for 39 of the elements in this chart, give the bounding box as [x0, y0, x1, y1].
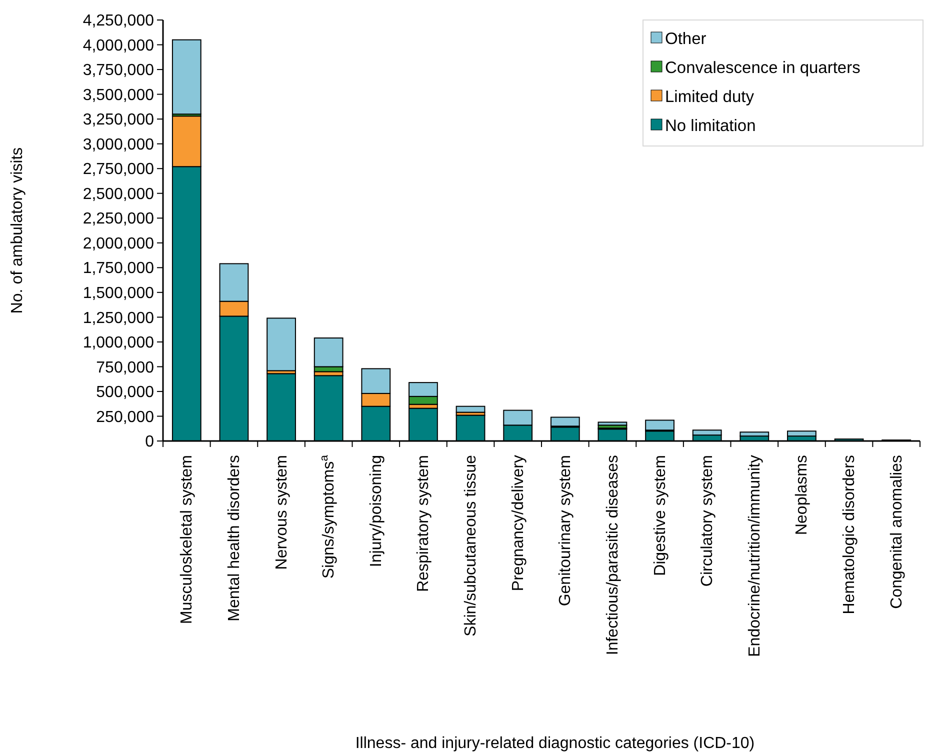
- y-tick-label: 3,500,000: [82, 86, 154, 104]
- y-tick-label: 3,750,000: [82, 62, 154, 80]
- x-tick-label: Hematologic disorders: [841, 455, 858, 614]
- y-tick-label: 2,000,000: [82, 235, 154, 252]
- y-tick-label: 2,250,000: [82, 210, 154, 228]
- y-tick-label: 3,250,000: [82, 112, 154, 129]
- y-tick-label: 1,250,000: [82, 310, 154, 327]
- x-tick-label: Genitourinary system: [557, 455, 574, 606]
- y-tick-label: 250,000: [96, 408, 154, 426]
- y-tick-label: 4,000,000: [82, 37, 154, 54]
- x-tick-label: Circulatory system: [699, 455, 716, 587]
- x-tick-label: Pregnancy/delivery: [510, 455, 527, 592]
- y-axis-title: No. of ambulatory visits: [9, 147, 26, 314]
- x-tick-label: Neoplasms: [794, 455, 811, 536]
- legend-label: Convalescence in quarters: [665, 58, 860, 77]
- x-tick-label: Musculoskeletal system: [178, 455, 196, 624]
- y-tick-label: 4,250,000: [82, 12, 154, 30]
- y-tick-label: 0: [145, 434, 154, 451]
- x-tick-label: Infectious/parasitic diseases: [604, 455, 622, 656]
- y-tick-label: 1,750,000: [82, 260, 154, 278]
- y-tick-label: 3,000,000: [82, 136, 154, 154]
- y-tick-label: 2,750,000: [82, 161, 154, 178]
- x-tick-label: Respiratory system: [415, 455, 432, 592]
- legend-label: Limited duty: [665, 88, 755, 106]
- y-tick-label: 1,500,000: [82, 285, 154, 302]
- legend-label: No limitation: [665, 116, 756, 135]
- y-tick-label: 750,000: [96, 359, 154, 376]
- x-axis-title: Illness- and injury-related diagnostic categories (ICD-10): [355, 735, 755, 752]
- y-tick-label: 1,000,000: [82, 334, 154, 352]
- x-tick-label: Mental health disorders: [226, 455, 243, 622]
- x-tick-label: Injury/poisoning: [368, 455, 385, 568]
- x-tick-label: Nervous system: [273, 455, 290, 570]
- y-tick-label: 2,500,000: [82, 186, 154, 203]
- x-tick-label: Digestive system: [652, 455, 669, 576]
- y-tick-label: 500,000: [96, 384, 154, 402]
- legend-label: Other: [665, 30, 707, 48]
- x-tick-label: Skin/subcutaneous tissue: [462, 454, 480, 636]
- x-tick-label: Congenital anomalies: [888, 455, 906, 609]
- x-tick-label: Endocrine/nutrition/immunity: [746, 455, 764, 657]
